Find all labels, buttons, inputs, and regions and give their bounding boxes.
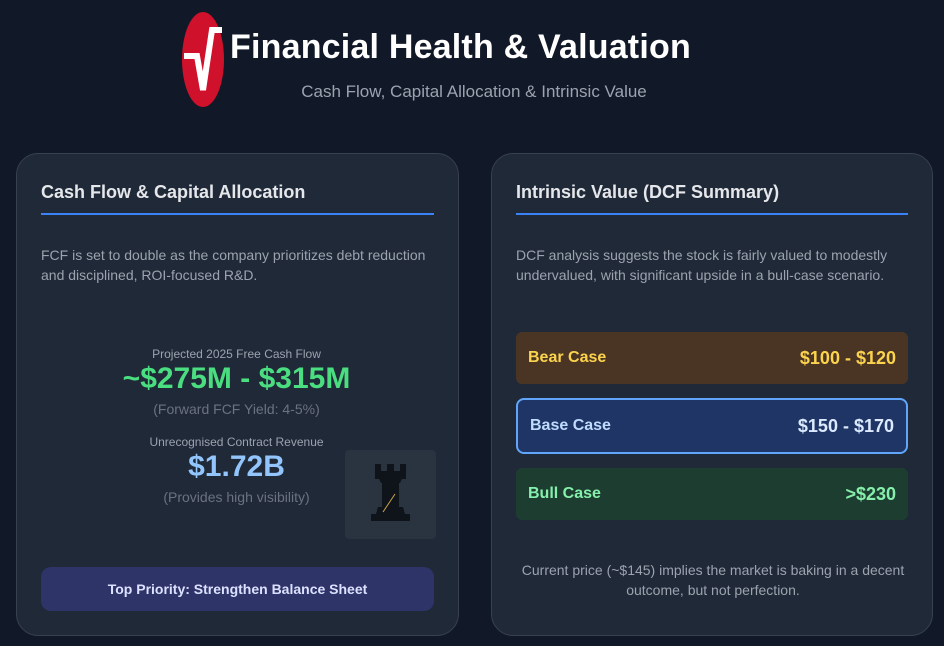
contract-value: $1.72B — [188, 450, 285, 483]
top-priority-banner: Top Priority: Strengthen Balance Sheet — [41, 567, 434, 611]
header: Financial Health & Valuation Cash Flow, … — [0, 0, 944, 120]
contract-note: (Provides high visibility) — [163, 489, 310, 505]
bull-case-label: Bull Case — [528, 485, 601, 502]
bear-case-row: Bear Case $100 - $120 — [516, 332, 908, 384]
base-case-label: Base Case — [530, 417, 611, 434]
bear-case-label: Bear Case — [528, 349, 607, 366]
page-title: Financial Health & Valuation — [230, 28, 691, 66]
dcf-description: DCF analysis suggests the stock is fairl… — [516, 247, 888, 283]
fcf-note: (Forward FCF Yield: 4-5%) — [153, 401, 320, 417]
fcf-label: Projected 2025 Free Cash Flow — [152, 347, 321, 361]
cash-flow-card-title: Cash Flow & Capital Allocation — [41, 182, 306, 202]
contract-label: Unrecognised Contract Revenue — [149, 435, 324, 449]
current-price-footnote: Current price (~$145) implies the market… — [521, 562, 905, 598]
base-case-value: $150 - $170 — [797, 415, 894, 436]
title-divider — [516, 213, 908, 215]
bull-case-row: Bull Case >$230 — [516, 468, 908, 520]
cash-flow-card: Cash Flow & Capital Allocation FCF is se… — [16, 153, 459, 636]
bear-case-value: $100 - $120 — [799, 347, 896, 368]
intrinsic-value-card-title: Intrinsic Value (DCF Summary) — [516, 182, 780, 202]
chess-illustration — [345, 450, 436, 539]
cash-flow-description: FCF is set to double as the company prio… — [41, 247, 426, 283]
base-case-row: Base Case $150 - $170 — [516, 398, 908, 454]
title-divider — [41, 213, 434, 215]
intrinsic-value-card: Intrinsic Value (DCF Summary) DCF analys… — [491, 153, 933, 636]
red-pulse-logo-icon — [182, 12, 224, 107]
chess-rook-icon — [371, 464, 410, 521]
bull-case-value: >$230 — [845, 483, 896, 504]
fcf-value: ~$275M - $315M — [122, 362, 351, 395]
page-subtitle: Cash Flow, Capital Allocation & Intrinsi… — [301, 82, 647, 101]
